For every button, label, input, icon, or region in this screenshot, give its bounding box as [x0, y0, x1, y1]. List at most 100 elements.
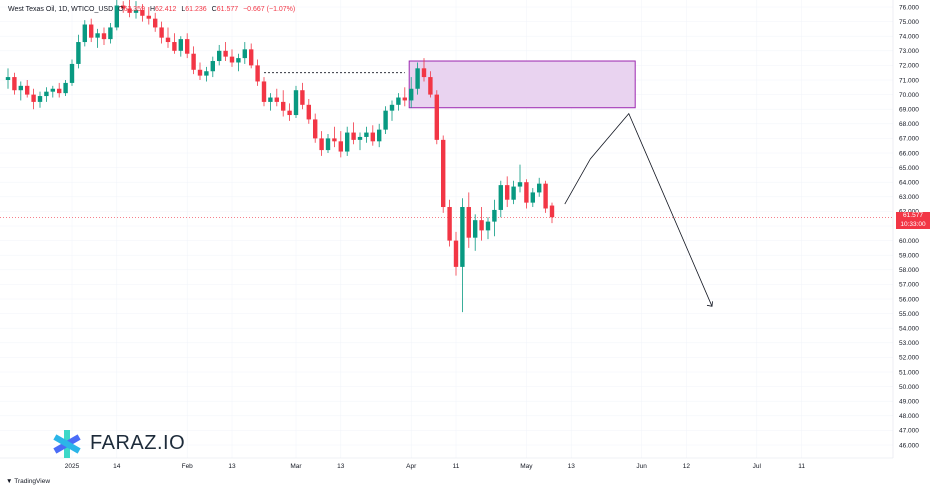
candle-body — [95, 33, 100, 38]
candle — [69, 59, 75, 86]
candle — [50, 85, 55, 98]
candle-body — [396, 97, 401, 105]
candle-body — [447, 207, 452, 241]
candle — [76, 34, 81, 69]
price-tick-label: 69.000 — [899, 107, 919, 114]
candle-body — [549, 205, 555, 218]
candle-body — [101, 33, 107, 40]
candle — [524, 179, 529, 209]
candle-body — [236, 58, 241, 63]
candle-body — [466, 207, 471, 238]
candle — [473, 214, 478, 251]
candle-body — [364, 132, 369, 137]
candle — [479, 207, 484, 241]
candle-body — [255, 65, 260, 82]
candle — [325, 134, 331, 153]
price-tick-label: 73.000 — [899, 48, 919, 55]
candle — [357, 132, 363, 151]
price-tick-label: 71.000 — [899, 77, 919, 84]
time-axis[interactable]: 2025 14 Feb 13 Mar 13 Apr 11 May 13 Jun 12 Jul 11 — [65, 463, 806, 470]
candle-body — [121, 5, 126, 9]
candle-body — [370, 132, 375, 142]
candle-body — [127, 8, 132, 13]
candle — [57, 82, 62, 98]
candle-body — [274, 97, 279, 102]
time-tick-label: Mar — [290, 463, 302, 470]
candle — [217, 44, 222, 66]
candle-body — [223, 50, 228, 57]
candle-body — [114, 5, 119, 28]
candle-body — [543, 183, 548, 209]
candle-body — [383, 110, 388, 130]
price-tick-label: 76.000 — [899, 4, 919, 11]
candlestick-series — [5, 0, 555, 313]
price-tick-label: 72.000 — [899, 63, 919, 70]
candle-body — [389, 104, 395, 111]
candle — [319, 131, 324, 156]
tradingview-footer[interactable]: ▼ TradingView — [6, 478, 50, 485]
candle — [18, 81, 23, 101]
candle — [409, 77, 414, 108]
candle-body — [268, 97, 273, 102]
projection-path — [564, 112, 713, 307]
price-tick-label: 54.000 — [899, 326, 919, 333]
candle — [236, 53, 241, 72]
price-tick-label: 51.000 — [899, 369, 919, 376]
candle-body — [306, 104, 311, 120]
tradingview-label: TradingView — [14, 478, 51, 485]
candle-body — [492, 209, 497, 222]
time-tick-label: Jul — [753, 463, 762, 470]
low-value: 61.236 — [185, 6, 207, 13]
candle-body — [159, 27, 164, 38]
candle-body — [89, 24, 94, 38]
price-tick-label: 49.000 — [899, 399, 919, 406]
candle-body — [63, 82, 68, 94]
candle — [447, 199, 452, 247]
candle-body — [12, 77, 17, 91]
candle — [159, 21, 164, 44]
candle — [210, 56, 215, 78]
candle-body — [441, 139, 446, 208]
candle-body — [351, 132, 356, 140]
time-tick-label: Jun — [636, 463, 647, 470]
time-tick-label: 11 — [798, 463, 805, 470]
candle — [351, 122, 356, 145]
candle — [165, 27, 171, 48]
candle-body — [76, 42, 81, 64]
candle-body — [517, 182, 523, 187]
candle-body — [165, 37, 171, 43]
time-tick-label: 12 — [683, 463, 691, 470]
candle — [25, 80, 30, 98]
candle-body — [530, 192, 535, 203]
high-label: H — [149, 6, 155, 13]
candle — [517, 164, 523, 193]
time-tick-label: 11 — [453, 463, 460, 470]
candle — [133, 1, 139, 19]
candle-body — [18, 85, 23, 91]
candle — [204, 66, 209, 82]
price-tick-label: 67.000 — [899, 136, 919, 143]
candle — [530, 188, 535, 208]
candle — [313, 113, 318, 143]
candle-body — [402, 97, 407, 101]
candle-body — [338, 141, 343, 152]
candle-body — [332, 138, 337, 142]
candle-body — [409, 88, 414, 101]
projection-line — [564, 112, 713, 307]
price-tick-label: 52.000 — [899, 355, 919, 362]
candle — [121, 1, 126, 13]
candle-body — [345, 132, 350, 152]
candle — [492, 199, 497, 237]
zone-rect — [408, 60, 636, 109]
candle-body — [377, 129, 382, 142]
candle-body — [434, 94, 439, 140]
candle — [364, 126, 369, 143]
candle — [345, 126, 350, 156]
candle-body — [210, 61, 215, 72]
candle — [537, 177, 542, 197]
candle-body — [197, 69, 203, 76]
candle-body — [5, 77, 11, 80]
candle — [338, 131, 343, 158]
candle-body — [537, 183, 542, 193]
